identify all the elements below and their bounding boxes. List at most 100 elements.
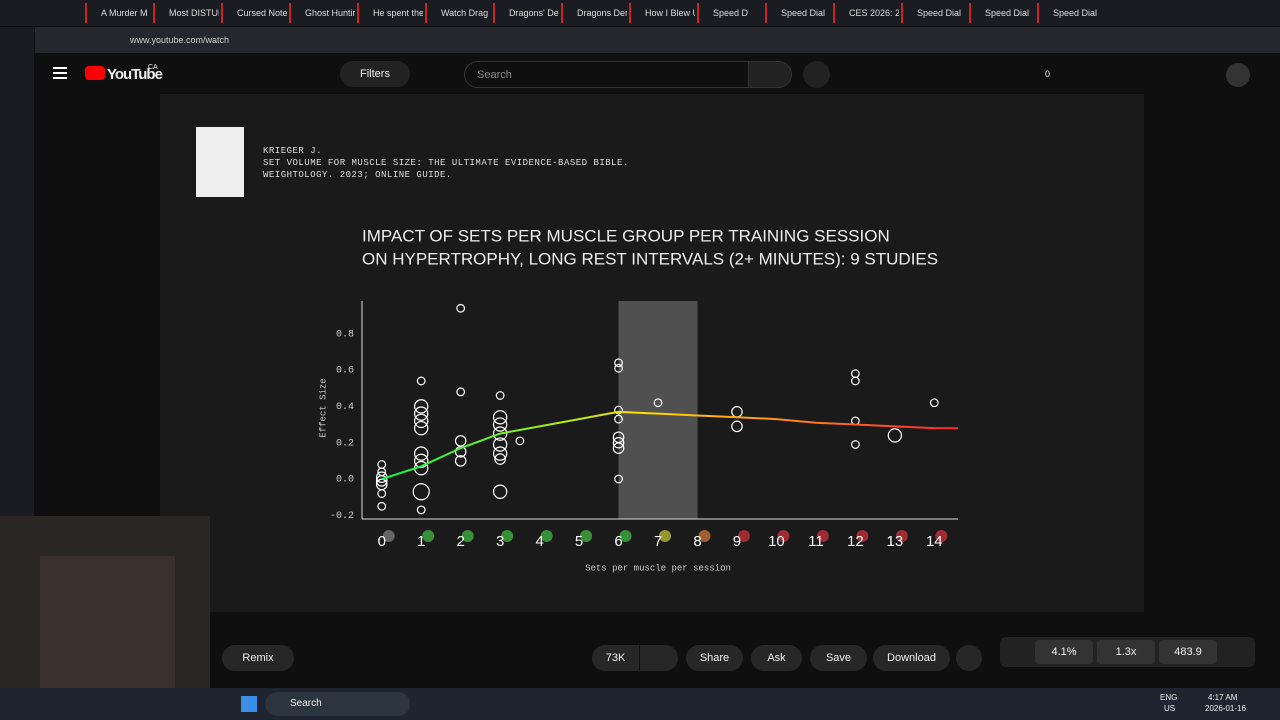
x-tick-label: 0	[378, 533, 386, 550]
tick-icon	[737, 530, 750, 542]
study-point	[494, 453, 506, 465]
y-tick-label: 0.0	[336, 475, 354, 486]
dislike[interactable]	[640, 645, 678, 671]
x-tick-label: 10	[768, 533, 785, 550]
x-tick-label: 4	[535, 533, 543, 550]
tick-icon	[540, 530, 553, 542]
logo[interactable]: YouTube	[107, 66, 163, 83]
taskbar: Search ENG US 4:17 AM 2026-01-16	[0, 688, 1280, 720]
paper-thumbnail	[196, 127, 244, 197]
study-point	[495, 391, 505, 400]
trend-line	[381, 410, 958, 480]
tick-icon	[580, 530, 593, 542]
study-point	[887, 428, 903, 443]
x-tick-label: 3	[496, 533, 504, 550]
study-point	[614, 358, 623, 368]
study-point	[492, 417, 508, 432]
study-point	[416, 376, 426, 386]
x-tick-label: 11	[808, 533, 824, 550]
study-point	[414, 413, 429, 429]
save[interactable]: Save	[810, 645, 867, 671]
x-tick-label: 8	[693, 533, 701, 550]
stat: 4.1%	[1035, 640, 1093, 664]
tab[interactable]: He spent the	[357, 3, 423, 23]
stats-panel: 4.1% 1.3x 483.9	[1000, 637, 1255, 667]
filters[interactable]: Filters	[340, 61, 410, 87]
study-point	[456, 387, 466, 397]
like[interactable]: 73K	[592, 645, 639, 671]
stat: 1.3x	[1097, 640, 1155, 664]
study-point	[377, 501, 387, 511]
tick-icon	[659, 530, 672, 542]
url: www.youtube.com/watch	[130, 35, 230, 45]
study-point	[454, 445, 467, 458]
search-button[interactable]	[748, 61, 792, 88]
study-point	[414, 453, 429, 469]
tab[interactable]: Speed Dial	[969, 3, 1035, 23]
tab[interactable]: Speed Dial	[765, 3, 831, 23]
study-point	[614, 405, 623, 415]
chart-title: IMPACT OF SETS PER MUSCLE GROUP PER TRAI…	[362, 226, 890, 245]
search-box[interactable]: Search	[464, 61, 749, 88]
logo-icon	[85, 66, 105, 80]
study-point	[492, 446, 508, 461]
region: CA	[148, 64, 158, 71]
tab[interactable]: Ghost Huntir	[289, 3, 355, 23]
x-tick-label: 2	[457, 533, 465, 550]
study-point	[492, 437, 508, 452]
y-axis-label: Effect Size	[318, 378, 328, 437]
tab[interactable]: CES 2026: 20	[833, 3, 899, 23]
x-tick-label: 6	[614, 533, 622, 550]
counter: 0	[1045, 69, 1051, 79]
tab-bar: A Murder M Most DISTUR Cursed Note Ghost Hu…	[0, 0, 1280, 26]
tab[interactable]: Dragons' De	[493, 3, 559, 23]
citation: KRIEGER J. SET VOLUME FOR MUSCLE SIZE: T…	[263, 145, 629, 181]
address-bar[interactable]: www.youtube.com/watch	[35, 27, 1280, 53]
chart: IMPACT OF SETS PER MUSCLE GROUP PER TRAI…	[318, 226, 958, 573]
tab[interactable]: Most DISTUR	[153, 3, 219, 23]
taskbar-search[interactable]: Search	[265, 692, 410, 716]
ask[interactable]: Ask	[751, 645, 802, 671]
more[interactable]	[956, 645, 982, 671]
tab[interactable]: How I Blew Up M	[629, 3, 695, 23]
study-point	[414, 420, 429, 436]
download[interactable]: Download	[873, 645, 950, 671]
tab[interactable]: Speed D	[697, 3, 763, 23]
tick-icon	[935, 530, 948, 542]
mic[interactable]	[803, 61, 830, 88]
tick-icon	[777, 530, 790, 542]
tab[interactable]: Speed Dial	[1037, 3, 1103, 23]
study-point	[850, 440, 860, 449]
x-tick-label: 14	[926, 533, 943, 550]
stat: 483.9	[1159, 640, 1217, 664]
tick-icon	[856, 530, 869, 542]
x-axis-label: Sets per muscle per session	[585, 563, 731, 573]
study-point	[414, 406, 429, 421]
x-tick-label: 7	[654, 533, 662, 550]
remix[interactable]: Remix	[222, 645, 294, 671]
study-point	[614, 363, 623, 373]
tab[interactable]: Dragons Den	[561, 3, 627, 23]
study-point	[377, 460, 387, 469]
x-tick-label: 9	[733, 533, 741, 550]
avatar[interactable]	[1226, 63, 1250, 87]
taskbar-search-text: Search	[290, 698, 322, 709]
start[interactable]	[241, 696, 257, 712]
tab[interactable]: A Murder M	[85, 3, 151, 23]
tab[interactable]: Speed Dial	[901, 3, 967, 23]
youtube-header: YouTube CA Filters Search 0	[35, 55, 1270, 95]
tick-icon	[698, 530, 711, 542]
study-point	[731, 420, 743, 433]
study-point	[492, 484, 508, 499]
tick-icon	[422, 530, 435, 542]
tab[interactable]: Cursed Note	[221, 3, 287, 23]
y-tick-label: 0.8	[336, 329, 354, 340]
video-player[interactable]: KRIEGER J. SET VOLUME FOR MUSCLE SIZE: T…	[160, 94, 1144, 612]
study-point	[614, 414, 623, 424]
study-point	[375, 475, 388, 487]
menu[interactable]	[53, 67, 67, 69]
study-point	[416, 505, 426, 515]
tab[interactable]: Watch Drag	[425, 3, 491, 23]
share[interactable]: Share	[686, 645, 743, 671]
